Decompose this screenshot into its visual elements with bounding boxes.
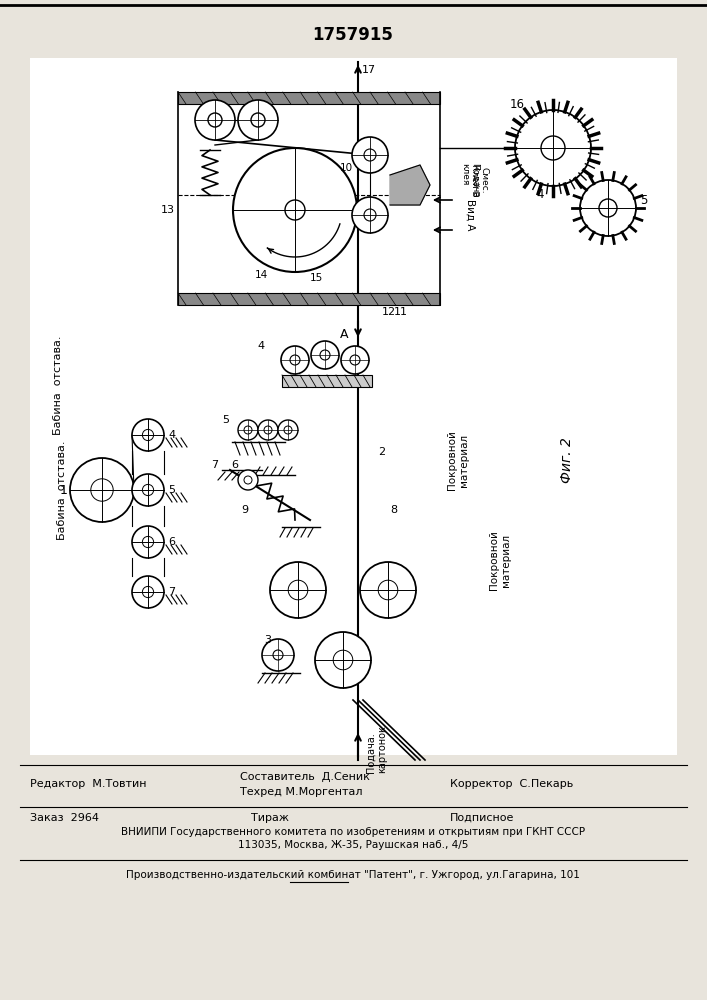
- Circle shape: [132, 474, 164, 506]
- Text: 5: 5: [640, 194, 648, 207]
- Circle shape: [238, 420, 258, 440]
- Text: Корректор  С.Пекарь: Корректор С.Пекарь: [450, 779, 573, 789]
- Text: Подписное: Подписное: [450, 813, 515, 823]
- Circle shape: [364, 209, 376, 221]
- Circle shape: [132, 526, 164, 558]
- Circle shape: [264, 426, 272, 434]
- Circle shape: [352, 197, 388, 233]
- Text: 14: 14: [255, 270, 268, 280]
- Text: Заказ  2964: Заказ 2964: [30, 813, 99, 823]
- Circle shape: [378, 580, 398, 600]
- Circle shape: [285, 200, 305, 220]
- Text: Смес.: Смес.: [480, 167, 489, 193]
- Text: 6: 6: [168, 537, 175, 547]
- Circle shape: [541, 136, 565, 160]
- Text: Тираж: Тираж: [251, 813, 289, 823]
- Circle shape: [341, 346, 369, 374]
- Text: Покровной
материал: Покровной материал: [489, 530, 510, 590]
- Circle shape: [233, 148, 357, 272]
- Text: Составитель  Д.Сеник: Составитель Д.Сеник: [240, 772, 370, 782]
- Text: 13: 13: [161, 205, 175, 215]
- Text: 9: 9: [241, 505, 248, 515]
- Circle shape: [599, 199, 617, 217]
- Circle shape: [270, 562, 326, 618]
- Circle shape: [244, 476, 252, 484]
- Text: 10: 10: [340, 163, 353, 173]
- Circle shape: [142, 536, 153, 548]
- Text: 3: 3: [264, 635, 271, 645]
- Circle shape: [244, 426, 252, 434]
- Text: Бабина  отстава.: Бабина отстава.: [53, 335, 63, 435]
- Text: Подача
клея: Подача клея: [460, 163, 479, 197]
- Circle shape: [90, 479, 113, 501]
- Circle shape: [580, 180, 636, 236]
- Circle shape: [273, 650, 283, 660]
- Circle shape: [360, 562, 416, 618]
- Text: 5: 5: [222, 415, 229, 425]
- Circle shape: [352, 137, 388, 173]
- Text: 4: 4: [536, 188, 544, 202]
- Circle shape: [238, 100, 278, 140]
- Circle shape: [515, 110, 591, 186]
- Text: 7: 7: [168, 587, 175, 597]
- Text: ВНИИПИ Государственного комитета по изобретениям и открытиям при ГКНТ СССР: ВНИИПИ Государственного комитета по изоб…: [121, 827, 585, 837]
- Circle shape: [350, 355, 360, 365]
- Text: 6: 6: [231, 460, 238, 470]
- Text: A: A: [339, 328, 348, 342]
- Text: Бабина  отстава.: Бабина отстава.: [57, 440, 67, 540]
- Text: 15: 15: [310, 273, 323, 283]
- Circle shape: [278, 420, 298, 440]
- Circle shape: [284, 426, 292, 434]
- Text: Редактор  М.Товтин: Редактор М.Товтин: [30, 779, 146, 789]
- Circle shape: [320, 350, 330, 360]
- Text: 1: 1: [60, 484, 68, 496]
- Text: Покровной
материал: Покровной материал: [448, 430, 469, 490]
- Bar: [30, 58, 677, 755]
- Circle shape: [262, 639, 294, 671]
- Text: 16: 16: [510, 99, 525, 111]
- Text: Подача.
картонок.: Подача. картонок.: [366, 723, 387, 773]
- Text: 11: 11: [394, 307, 408, 317]
- Circle shape: [290, 355, 300, 365]
- Circle shape: [288, 580, 308, 600]
- Circle shape: [311, 341, 339, 369]
- Circle shape: [132, 419, 164, 451]
- Bar: [282, 375, 372, 387]
- Circle shape: [281, 346, 309, 374]
- Circle shape: [208, 113, 222, 127]
- Text: Производственно-издательский комбинат "Патент", г. Ужгород, ул.Гагарина, 101: Производственно-издательский комбинат "П…: [126, 870, 580, 880]
- Text: Фиг. 2: Фиг. 2: [560, 437, 574, 483]
- Circle shape: [142, 484, 153, 496]
- Circle shape: [132, 576, 164, 608]
- Circle shape: [315, 632, 371, 688]
- Circle shape: [195, 100, 235, 140]
- Text: 2: 2: [378, 447, 385, 457]
- Text: 8: 8: [390, 505, 397, 515]
- Text: Вид А: Вид А: [465, 199, 475, 231]
- Circle shape: [238, 470, 258, 490]
- Circle shape: [333, 650, 353, 670]
- Bar: [178, 293, 440, 305]
- Circle shape: [251, 113, 265, 127]
- Text: 113035, Москва, Ж-35, Раушская наб., 4/5: 113035, Москва, Ж-35, Раушская наб., 4/5: [238, 840, 468, 850]
- Text: 1757915: 1757915: [312, 26, 393, 44]
- Text: Клей В: Клей В: [470, 164, 479, 196]
- Text: Техред М.Моргентал: Техред М.Моргентал: [240, 787, 363, 797]
- Circle shape: [142, 429, 153, 441]
- Bar: [178, 92, 440, 104]
- Circle shape: [258, 420, 278, 440]
- Circle shape: [142, 586, 153, 598]
- Polygon shape: [390, 165, 430, 205]
- Text: 4: 4: [258, 341, 265, 351]
- Text: 12: 12: [382, 307, 396, 317]
- Text: 7: 7: [211, 460, 218, 470]
- Circle shape: [364, 149, 376, 161]
- Circle shape: [70, 458, 134, 522]
- Text: 17: 17: [362, 65, 376, 75]
- Text: 4: 4: [168, 430, 175, 440]
- Text: 5: 5: [168, 485, 175, 495]
